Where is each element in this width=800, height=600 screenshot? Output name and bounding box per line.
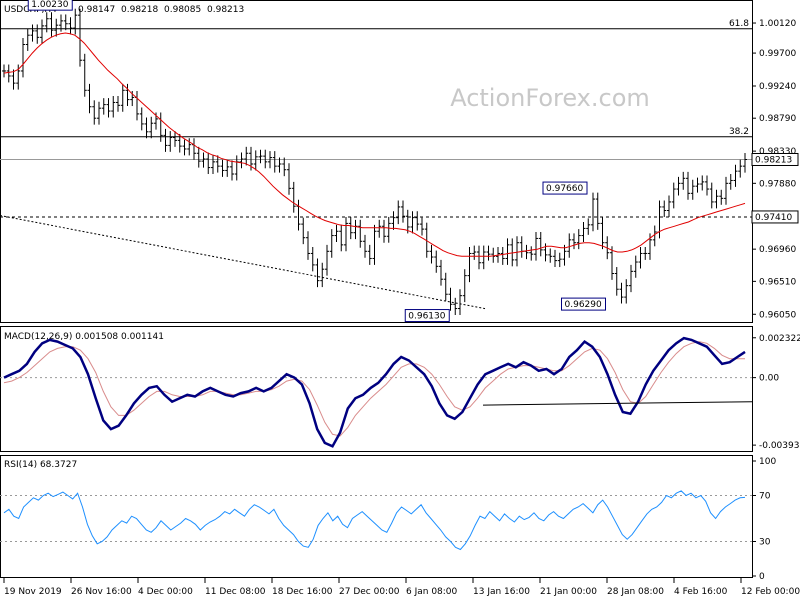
swing-annotation-box bbox=[561, 297, 606, 311]
x-tick-label: 13 Jan 16:00 bbox=[473, 587, 530, 597]
rsi-tick-label: 0 bbox=[759, 572, 765, 582]
x-tick-label: 12 Feb 00:00 bbox=[741, 587, 800, 597]
ohlc-low: 0.98085 bbox=[164, 5, 201, 15]
x-tick-label: 27 Dec 00:00 bbox=[339, 587, 400, 597]
ohlc-open: 0.98147 bbox=[78, 5, 115, 15]
price-tick-label: 0.99700 bbox=[759, 49, 796, 59]
watermark: ActionForex.com bbox=[450, 84, 650, 112]
rsi-y-axis: 100 70 30 0 bbox=[752, 457, 776, 582]
price-tick-label: 0.99240 bbox=[759, 82, 796, 92]
rsi-title: RSI(14) 68.3727 bbox=[4, 460, 77, 470]
macd-tick-label: 0.00 bbox=[759, 374, 779, 384]
x-tick-label: 6 Jan 08:00 bbox=[406, 587, 458, 597]
price-candles bbox=[2, 8, 747, 315]
last-price-label-box bbox=[751, 152, 799, 166]
x-tick-label: 4 Dec 00:00 bbox=[138, 587, 193, 597]
ohlc-high: 0.98218 bbox=[121, 5, 158, 15]
rsi-panel: RSI(14) 68.3727 bbox=[0, 455, 753, 578]
x-tick-label: 26 Nov 16:00 bbox=[71, 587, 132, 597]
rsi-tick-label: 30 bbox=[759, 538, 771, 548]
support-label: 0.97410 bbox=[755, 213, 792, 223]
rsi-panel-frame bbox=[0, 455, 753, 578]
macd-line bbox=[3, 336, 746, 448]
macd-y-axis: 0.002322 0.00 -0.003932 bbox=[752, 334, 800, 451]
x-tick-label: 28 Jan 08:00 bbox=[607, 587, 664, 597]
price-tick-label: 0.98330 bbox=[759, 147, 796, 157]
macd-trendline bbox=[482, 401, 753, 406]
price-y-axis: 1.00120 0.99700 0.99240 0.98790 0.98330 0.978… bbox=[752, 19, 796, 320]
moving-average-line bbox=[3, 32, 746, 257]
rsi-line bbox=[3, 490, 746, 551]
fib-level-label: 38.2 bbox=[729, 127, 749, 137]
macd-panel: MACD(12,26,9) 0.001508 0.001141 bbox=[0, 326, 753, 452]
swing-annotation-box bbox=[27, 0, 73, 11]
price-panel-frame bbox=[0, 0, 753, 323]
ohlc-close: 0.98213 bbox=[207, 5, 244, 15]
time-x-axis: 19 Nov 2019 26 Nov 16:00 4 Dec 00:00 11 Dec… bbox=[3, 578, 800, 597]
macd-panel-frame bbox=[0, 326, 753, 452]
price-tick-label: 0.96960 bbox=[759, 245, 796, 255]
fib-level-label: 61.8 bbox=[729, 19, 749, 29]
swing-annotation-box bbox=[542, 181, 588, 195]
x-tick-label: 21 Jan 00:00 bbox=[540, 587, 597, 597]
rsi-tick-label: 70 bbox=[759, 492, 771, 502]
x-tick-label: 18 Dec 16:00 bbox=[272, 587, 333, 597]
rsi-tick-label: 100 bbox=[759, 457, 776, 467]
price-panel: USDCHF,H4 0.98147 0.98218 0.98085 0.9821… bbox=[0, 0, 799, 323]
swing-annotation-label: 0.96290 bbox=[565, 300, 602, 310]
support-label-box bbox=[751, 210, 799, 224]
price-tick-label: 1.00120 bbox=[759, 19, 796, 29]
price-grid: 61.8 38.2 bbox=[0, 19, 752, 218]
macd-signal-line bbox=[3, 341, 745, 437]
x-tick-label: 11 Dec 08:00 bbox=[205, 587, 266, 597]
price-tick-label: 0.96510 bbox=[759, 277, 796, 287]
swing-annotation-label: 1.00230 bbox=[31, 0, 68, 10]
macd-title: MACD(12,26,9) 0.001508 0.001141 bbox=[4, 332, 164, 342]
price-tick-label: 0.96050 bbox=[759, 310, 796, 320]
price-tick-label: 0.97880 bbox=[759, 179, 796, 189]
macd-tick-label: 0.002322 bbox=[759, 334, 800, 344]
price-annotations: 0.98213 0.97410 1.00230 0.97660 0.96130 0.962… bbox=[27, 0, 799, 323]
swing-annotation-label: 0.96130 bbox=[408, 312, 445, 322]
price-tick-label: 0.98790 bbox=[759, 114, 796, 124]
macd-tick-label: -0.003932 bbox=[759, 441, 800, 451]
x-tick-label: 4 Feb 16:00 bbox=[674, 587, 728, 597]
last-price-label: 0.98213 bbox=[755, 155, 792, 165]
swing-annotation-label: 0.97660 bbox=[546, 184, 583, 194]
swing-annotation-box bbox=[404, 309, 450, 323]
rsi-grid bbox=[0, 495, 752, 542]
x-tick-label: 19 Nov 2019 bbox=[4, 587, 62, 597]
